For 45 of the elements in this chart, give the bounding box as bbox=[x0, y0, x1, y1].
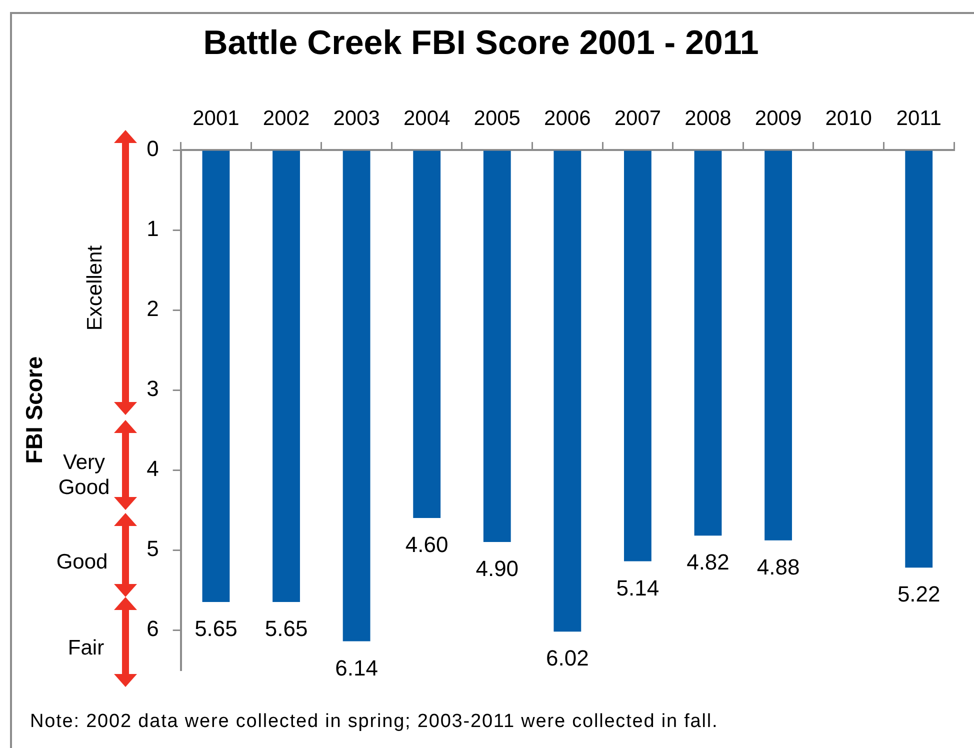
y-tick-label: 6 bbox=[146, 616, 159, 642]
data-label: 5.14 bbox=[616, 575, 660, 600]
y-tick-label: 3 bbox=[146, 376, 159, 402]
text: Fair bbox=[68, 635, 104, 661]
y-tick-label: 1 bbox=[146, 216, 159, 242]
bar bbox=[624, 150, 652, 562]
x-tick-label: 2001 bbox=[192, 107, 240, 130]
x-tick-label: 2009 bbox=[754, 107, 802, 130]
text: Excellent bbox=[82, 245, 108, 331]
y-tick-label: 2 bbox=[146, 296, 159, 322]
x-tick-label: 2010 bbox=[825, 107, 872, 130]
data-label: 4.88 bbox=[756, 554, 800, 580]
bar bbox=[694, 150, 722, 536]
chart-title: Battle Creek FBI Score 2001 - 2011 bbox=[203, 24, 759, 62]
bar bbox=[554, 150, 582, 632]
data-label: 6.02 bbox=[546, 646, 589, 671]
data-label: 5.65 bbox=[194, 616, 238, 642]
text: Note: 2002 data were collected in spring; 2003-2011 were collected in fall. bbox=[30, 711, 718, 733]
bar bbox=[764, 150, 792, 540]
y-axis-title: FBI Score bbox=[21, 356, 48, 464]
x-tick-label: 2008 bbox=[684, 107, 732, 130]
y-tick-label: 0 bbox=[146, 136, 159, 162]
x-tick-label: 2006 bbox=[544, 107, 591, 130]
y-tick-label: 4 bbox=[146, 456, 159, 482]
x-tick-label: 2007 bbox=[614, 107, 662, 130]
x-tick-label: 2003 bbox=[333, 107, 380, 130]
data-label: 6.14 bbox=[335, 655, 378, 680]
bar bbox=[413, 150, 441, 518]
bar bbox=[483, 150, 511, 542]
data-label: 4.82 bbox=[686, 550, 730, 575]
x-tick-label: 2004 bbox=[403, 107, 451, 130]
bar bbox=[272, 150, 300, 602]
data-label: 5.22 bbox=[897, 582, 940, 607]
x-tick-label: 2011 bbox=[896, 107, 942, 130]
data-label: 5.65 bbox=[264, 616, 308, 642]
bar bbox=[342, 150, 370, 642]
bar bbox=[202, 150, 230, 602]
x-tick-label: 2005 bbox=[474, 107, 520, 130]
bar bbox=[905, 150, 933, 568]
text: Good bbox=[56, 549, 108, 575]
data-label: 4.60 bbox=[405, 532, 448, 558]
text: Very Good bbox=[57, 450, 111, 500]
x-tick-label: 2002 bbox=[262, 107, 310, 130]
data-label: 4.90 bbox=[476, 556, 519, 582]
y-tick-label: 5 bbox=[146, 536, 159, 562]
